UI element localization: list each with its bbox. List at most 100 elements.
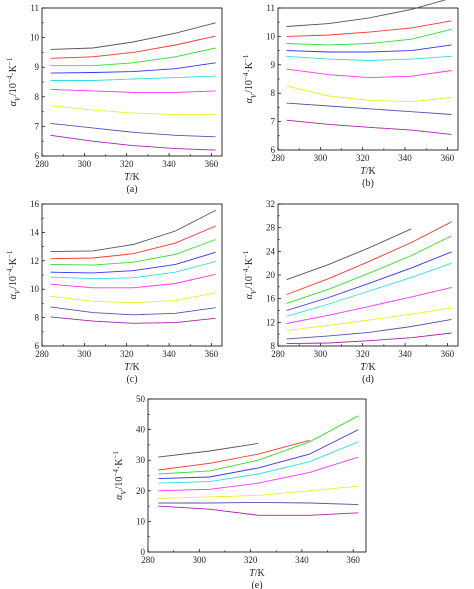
series-line-3 xyxy=(50,47,216,67)
series-line-1 xyxy=(286,228,412,281)
series-line-4 xyxy=(286,44,452,53)
y-tick-label: 20 xyxy=(136,486,146,496)
series-line-2 xyxy=(286,221,452,295)
y-tick-label: 10 xyxy=(136,516,146,526)
panel-label: (d) xyxy=(362,374,374,385)
y-tick-label: 28 xyxy=(266,223,276,233)
y-tick-label: 9 xyxy=(35,62,40,72)
y-tick-label: 10 xyxy=(266,31,276,41)
chart-panel-4: 280 300 320 340 360 8 12 16 20 24 28 32 T/K αV/10−4·K… xyxy=(242,199,459,385)
panel-label: (a) xyxy=(126,184,137,195)
plot-frame xyxy=(277,7,459,151)
series-line-4 xyxy=(286,251,452,311)
x-axis-label: T/K xyxy=(124,172,140,183)
series-line-2 xyxy=(50,225,216,260)
series-line-6 xyxy=(286,68,452,79)
x-tick-label: 360 xyxy=(205,159,219,169)
series-line-5 xyxy=(286,262,452,317)
series-line-8 xyxy=(286,318,452,340)
series-line-3 xyxy=(286,235,452,304)
series-line-1 xyxy=(50,22,216,50)
x-tick-label: 300 xyxy=(193,555,207,565)
y-axis-label: αV/10−4·K−1 xyxy=(112,451,128,500)
y-tick-label: 14 xyxy=(30,227,40,237)
y-tick-label: 10 xyxy=(30,33,40,43)
plot-frame xyxy=(41,7,223,157)
y-tick-label: 8 xyxy=(271,88,276,98)
series-line-8 xyxy=(158,501,359,506)
y-tick-label: 16 xyxy=(266,294,276,304)
x-tick-label: 280 xyxy=(141,555,155,565)
y-tick-label: 11 xyxy=(30,3,39,13)
x-tick-label: 340 xyxy=(162,349,176,359)
y-tick-label: 32 xyxy=(266,199,275,209)
x-tick-label: 340 xyxy=(398,349,412,359)
y-tick-label: 20 xyxy=(266,270,276,280)
x-tick-label: 360 xyxy=(346,555,360,565)
y-tick-label: 6 xyxy=(35,341,40,351)
y-tick-label: 6 xyxy=(271,145,276,155)
x-tick-label: 300 xyxy=(78,159,92,169)
x-tick-label: 280 xyxy=(35,349,49,359)
plot-frame xyxy=(147,398,367,553)
y-axis-label: αV/10−4·K−1 xyxy=(6,250,22,299)
chart-panel-5: 280 300 320 340 360 0 10 20 30 40 50 T/K αV/10−4·K−1… xyxy=(112,394,367,589)
x-axis-label: T/K xyxy=(360,362,376,373)
series-line-8 xyxy=(50,306,216,316)
x-tick-label: 320 xyxy=(120,349,134,359)
series-line-4 xyxy=(50,62,216,74)
series-line-7 xyxy=(50,292,216,304)
y-axis-label: αV/10−4·K−1 xyxy=(242,250,258,299)
plot-frame xyxy=(41,203,223,347)
plot-frame xyxy=(277,203,459,347)
x-tick-label: 340 xyxy=(295,555,309,565)
y-tick-label: 30 xyxy=(136,455,146,465)
series-line-2 xyxy=(158,439,310,471)
y-tick-label: 7 xyxy=(35,121,40,131)
series-line-4 xyxy=(158,429,359,480)
y-tick-label: 8 xyxy=(35,313,40,323)
series-line-4 xyxy=(50,251,216,274)
series-line-5 xyxy=(286,55,452,61)
x-tick-label: 320 xyxy=(356,153,370,163)
series-line-6 xyxy=(50,273,216,289)
x-tick-label: 340 xyxy=(398,153,412,163)
x-tick-label: 360 xyxy=(441,153,455,163)
x-tick-label: 360 xyxy=(205,349,219,359)
series-line-5 xyxy=(50,261,216,280)
y-tick-label: 11 xyxy=(266,3,275,13)
panel-label: (e) xyxy=(251,580,262,589)
series-line-6 xyxy=(286,286,452,324)
series-line-1 xyxy=(286,0,447,27)
x-tick-label: 300 xyxy=(314,349,328,359)
y-tick-label: 7 xyxy=(271,117,276,127)
y-tick-label: 0 xyxy=(141,547,146,557)
series-line-2 xyxy=(286,20,452,37)
y-tick-label: 16 xyxy=(30,199,40,209)
x-tick-label: 320 xyxy=(244,555,258,565)
x-tick-label: 300 xyxy=(314,153,328,163)
y-tick-label: 6 xyxy=(35,151,40,161)
x-tick-label: 280 xyxy=(35,159,49,169)
panel-label: (b) xyxy=(362,178,374,189)
series-line-3 xyxy=(286,28,452,46)
x-tick-label: 280 xyxy=(271,349,285,359)
y-tick-label: 50 xyxy=(136,394,146,404)
series-line-3 xyxy=(50,239,216,266)
y-tick-label: 8 xyxy=(35,92,40,102)
chart-panel-2: 280 300 320 340 360 6 7 8 9 10 11 T/K αV/10−4·K−1 (b) xyxy=(242,0,459,189)
series-line-7 xyxy=(50,105,216,116)
y-tick-label: 8 xyxy=(271,341,276,351)
x-tick-label: 340 xyxy=(162,159,176,169)
x-tick-label: 320 xyxy=(356,349,370,359)
y-axis-label: αV/10−4·K−1 xyxy=(242,54,258,103)
x-tick-label: 360 xyxy=(441,349,455,359)
y-tick-label: 12 xyxy=(30,256,39,266)
series-line-6 xyxy=(158,456,359,492)
series-line-9 xyxy=(158,505,359,516)
series-line-5 xyxy=(158,441,359,484)
x-tick-label: 320 xyxy=(120,159,134,169)
series-line-2 xyxy=(50,35,216,59)
y-tick-label: 10 xyxy=(30,284,40,294)
